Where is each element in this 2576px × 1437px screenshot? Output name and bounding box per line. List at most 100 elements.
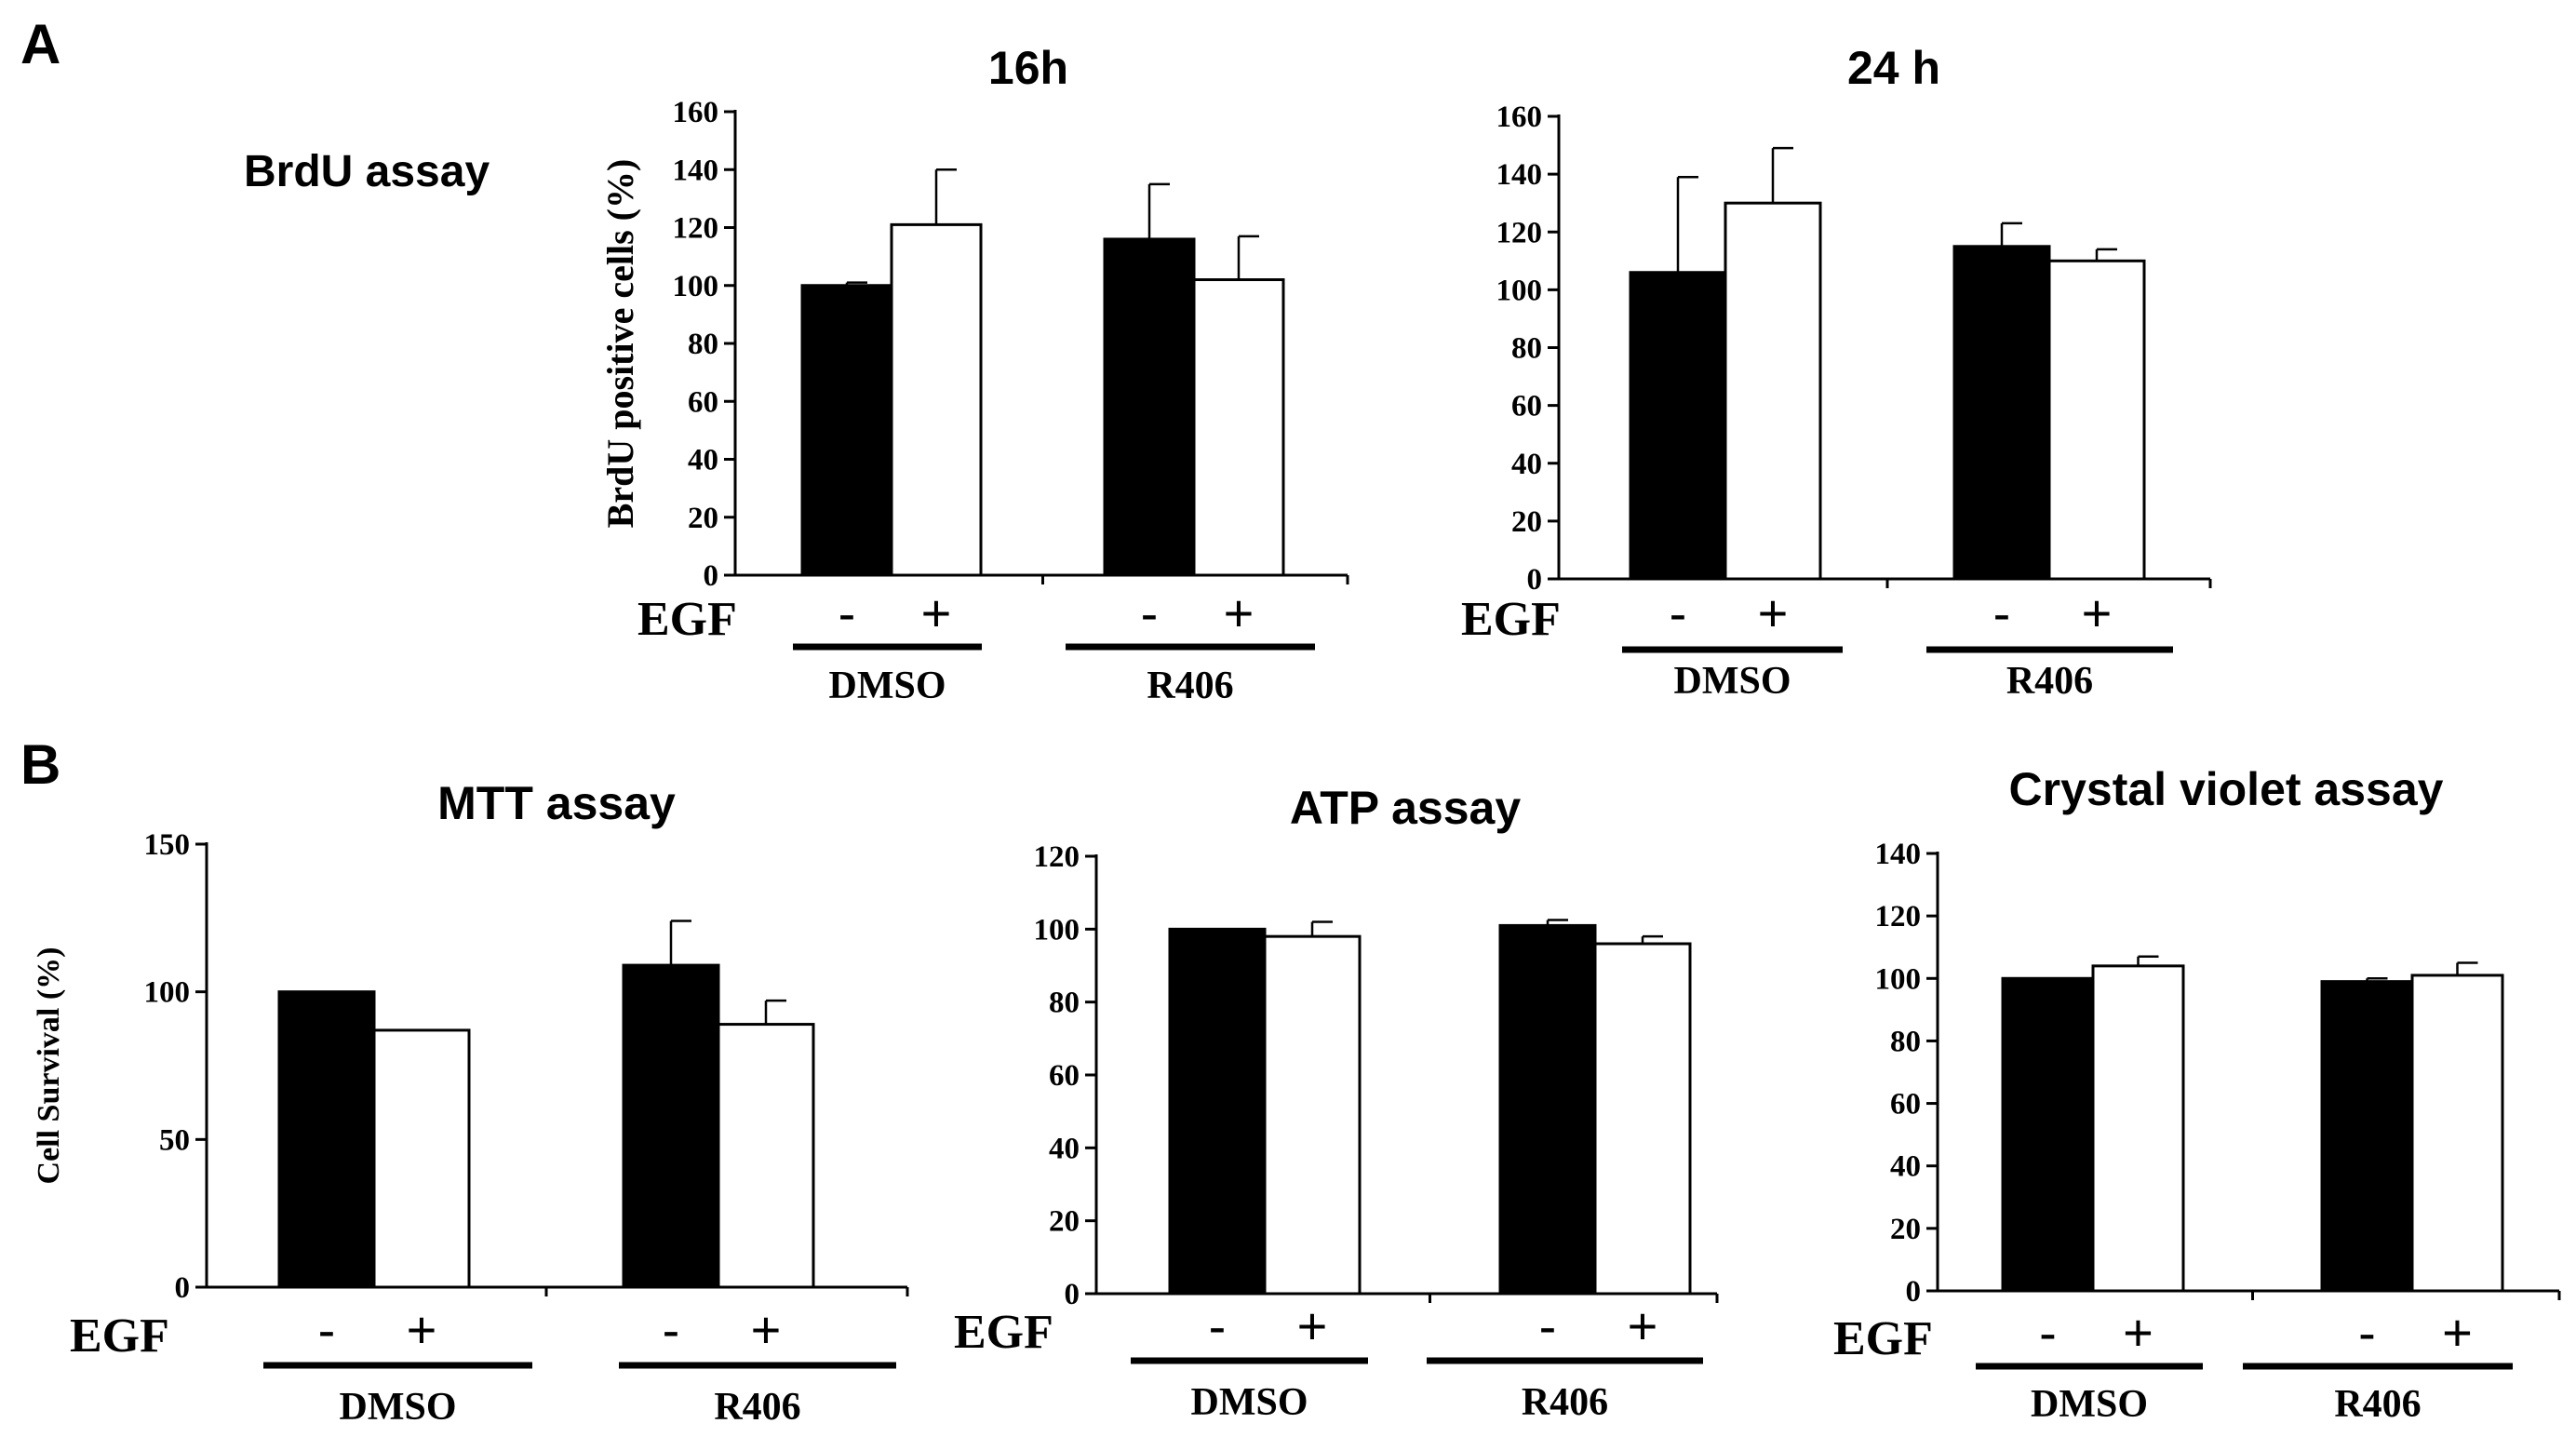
y-tick-label: 80 [688, 328, 718, 361]
bar-dmso-egf-plus [1724, 201, 1822, 581]
panel-letter-b: B [20, 733, 60, 796]
group-label-r406: R406 [2334, 1383, 2421, 1426]
egf-sign-label: + [407, 1300, 437, 1359]
bar-dmso-egf-minus [2001, 976, 2095, 1293]
egf-sign-label: + [2082, 584, 2113, 642]
y-tick-label: 20 [1511, 505, 1542, 539]
bar-r406-egf-minus [1103, 237, 1196, 577]
y-tick-label: 0 [704, 559, 719, 593]
y-tick-label: 60 [1049, 1059, 1080, 1093]
egf-sign-label: - [1141, 584, 1159, 642]
bar-dmso-egf-plus [372, 1028, 471, 1289]
y-tick-label: 120 [673, 212, 719, 246]
bar-dmso-egf-plus [2091, 964, 2185, 1293]
y-tick-label: 0 [175, 1271, 191, 1305]
egf-sign-label: - [2039, 1303, 2057, 1362]
y-tick-label: 160 [1496, 101, 1543, 134]
bar-r406-egf-minus [2320, 980, 2414, 1293]
egf-sign-label: - [839, 584, 856, 642]
y-tick-label: 120 [1875, 900, 1922, 933]
y-tick-label: 40 [1511, 448, 1542, 481]
bar-r406-egf-plus [717, 1023, 815, 1289]
bar-dmso-egf-minus [1168, 927, 1267, 1296]
egf-sign-label: - [1670, 584, 1687, 642]
egf-sign-label: + [751, 1300, 782, 1359]
y-tick-label: 120 [1496, 216, 1543, 249]
bar-dmso-egf-plus [890, 222, 983, 577]
chart-3: MTT assay 0 50 100 150 Cell Survival (%) - + DMS… [32, 777, 909, 1429]
egf-sign-label: - [1993, 584, 2011, 642]
y-tick-label: 40 [1049, 1132, 1080, 1165]
bar-r406-egf-plus [1593, 942, 1692, 1296]
chart-1: 16h 0 20 40 60 80 100 120 140 160 BrdU positive ce… [599, 42, 1349, 707]
chart-title: 24 h [1847, 42, 1940, 94]
group-label-r406: R406 [2006, 660, 2093, 703]
group-label-dmso: DMSO [1674, 660, 1791, 703]
egf-label: EGF [1833, 1312, 1933, 1365]
egf-sign-label: + [1628, 1296, 1658, 1355]
y-tick-label: 60 [688, 385, 718, 419]
bar-r406-egf-minus [1498, 923, 1597, 1296]
y-axis-label: Cell Survival (%) [32, 947, 66, 1185]
bar-r406-egf-plus [2410, 974, 2504, 1293]
egf-sign-label: - [663, 1300, 680, 1359]
group-label-dmso: DMSO [2031, 1383, 2148, 1426]
bar-r406-egf-plus [1192, 278, 1285, 577]
y-tick-label: 80 [1890, 1025, 1921, 1058]
group-label-r406: R406 [1147, 665, 1233, 707]
y-tick-label: 120 [1034, 840, 1080, 874]
chart-title: MTT assay [437, 777, 676, 829]
egf-sign-label: + [1297, 1296, 1328, 1355]
egf-label: EGF [954, 1306, 1053, 1359]
egf-sign-label: - [1539, 1296, 1557, 1355]
chart-title: 16h [988, 42, 1068, 94]
brdu-side-label: BrdU assay [244, 147, 490, 196]
egf-label: EGF [637, 593, 737, 646]
egf-sign-label: + [2442, 1303, 2473, 1362]
y-tick-label: 20 [1049, 1205, 1080, 1239]
chart-5: Crystal violet assay 0 20 40 60 80 100 120 140 - +… [1833, 763, 2561, 1426]
egf-sign-label: - [318, 1300, 336, 1359]
bar-r406-egf-plus [2047, 259, 2146, 581]
y-tick-label: 0 [1527, 563, 1543, 597]
bar-dmso-egf-minus [1629, 271, 1727, 581]
y-tick-label: 60 [1890, 1088, 1921, 1121]
egf-sign-label: + [1224, 584, 1254, 642]
bar-dmso-egf-plus [1263, 934, 1362, 1296]
y-axis-label: BrdU positive cells (%) [599, 159, 641, 529]
chart-4: ATP assay 0 20 40 60 80 100 120 - + DMSO - + R406 EGF [954, 782, 1719, 1424]
panel-letter-a: A [20, 13, 60, 75]
y-tick-label: 140 [1496, 158, 1543, 192]
chart-2: 24 h 0 20 40 60 80 100 120 140 160 - + DMSO - + R406 EGF [1461, 42, 2212, 703]
y-tick-label: 100 [1496, 274, 1543, 307]
bar-r406-egf-minus [622, 963, 720, 1289]
y-tick-label: 100 [1875, 962, 1922, 996]
y-tick-label: 20 [688, 502, 718, 535]
y-tick-label: 0 [1065, 1278, 1080, 1311]
y-tick-label: 0 [1906, 1275, 1922, 1309]
y-tick-label: 40 [688, 444, 718, 477]
y-tick-label: 100 [673, 270, 719, 303]
group-label-dmso: DMSO [1191, 1381, 1308, 1424]
y-tick-label: 60 [1511, 390, 1542, 423]
group-label-r406: R406 [1522, 1381, 1608, 1424]
y-tick-label: 160 [673, 96, 719, 129]
y-tick-label: 80 [1049, 987, 1080, 1020]
egf-sign-label: + [2123, 1303, 2153, 1362]
chart-title: Crystal violet assay [2009, 763, 2444, 815]
y-tick-label: 100 [144, 976, 191, 1010]
egf-label: EGF [1461, 593, 1561, 646]
y-tick-label: 140 [673, 154, 719, 187]
bar-dmso-egf-minus [800, 284, 893, 577]
chart-title: ATP assay [1290, 782, 1522, 834]
y-tick-label: 40 [1890, 1150, 1921, 1184]
egf-sign-label: - [2358, 1303, 2376, 1362]
bar-r406-egf-minus [1952, 245, 2051, 581]
bar-dmso-egf-minus [277, 990, 376, 1289]
egf-sign-label: + [921, 584, 952, 642]
y-tick-label: 20 [1890, 1213, 1921, 1246]
group-label-dmso: DMSO [340, 1386, 457, 1429]
y-tick-label: 50 [159, 1123, 190, 1157]
charts-container: 16h 0 20 40 60 80 100 120 140 160 BrdU positive ce… [32, 42, 2561, 1429]
